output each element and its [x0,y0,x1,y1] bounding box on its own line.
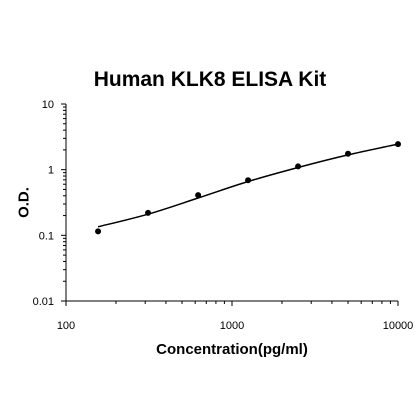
y-tick-label: 10 [42,99,54,111]
tick-marks [61,103,399,306]
data-point [195,192,202,199]
x-tick-label: 10000 [383,320,414,332]
y-tick-label: 1 [48,165,54,177]
fit-curve [97,143,399,228]
x-axis-title: Concentration(pg/ml) [156,341,308,358]
fit-curve-group [97,143,399,228]
data-point [395,141,401,148]
tick-labels: 100 1000 10000 10 1 0.1 0.01 [33,99,414,332]
data-points [95,141,401,235]
axes [65,104,398,302]
y-tick-label: 0.1 [39,230,54,242]
y-axis-title: O.D. [15,187,33,218]
y-tick-label: 0.01 [33,296,54,308]
data-point [345,150,352,157]
data-point [245,177,252,184]
x-tick-label: 1000 [220,320,244,332]
chart-title: Human KLK8 ELISA Kit [93,68,327,91]
data-point [95,228,102,235]
data-point [145,209,152,216]
data-point [295,163,302,170]
x-tick-label: 100 [57,320,75,332]
